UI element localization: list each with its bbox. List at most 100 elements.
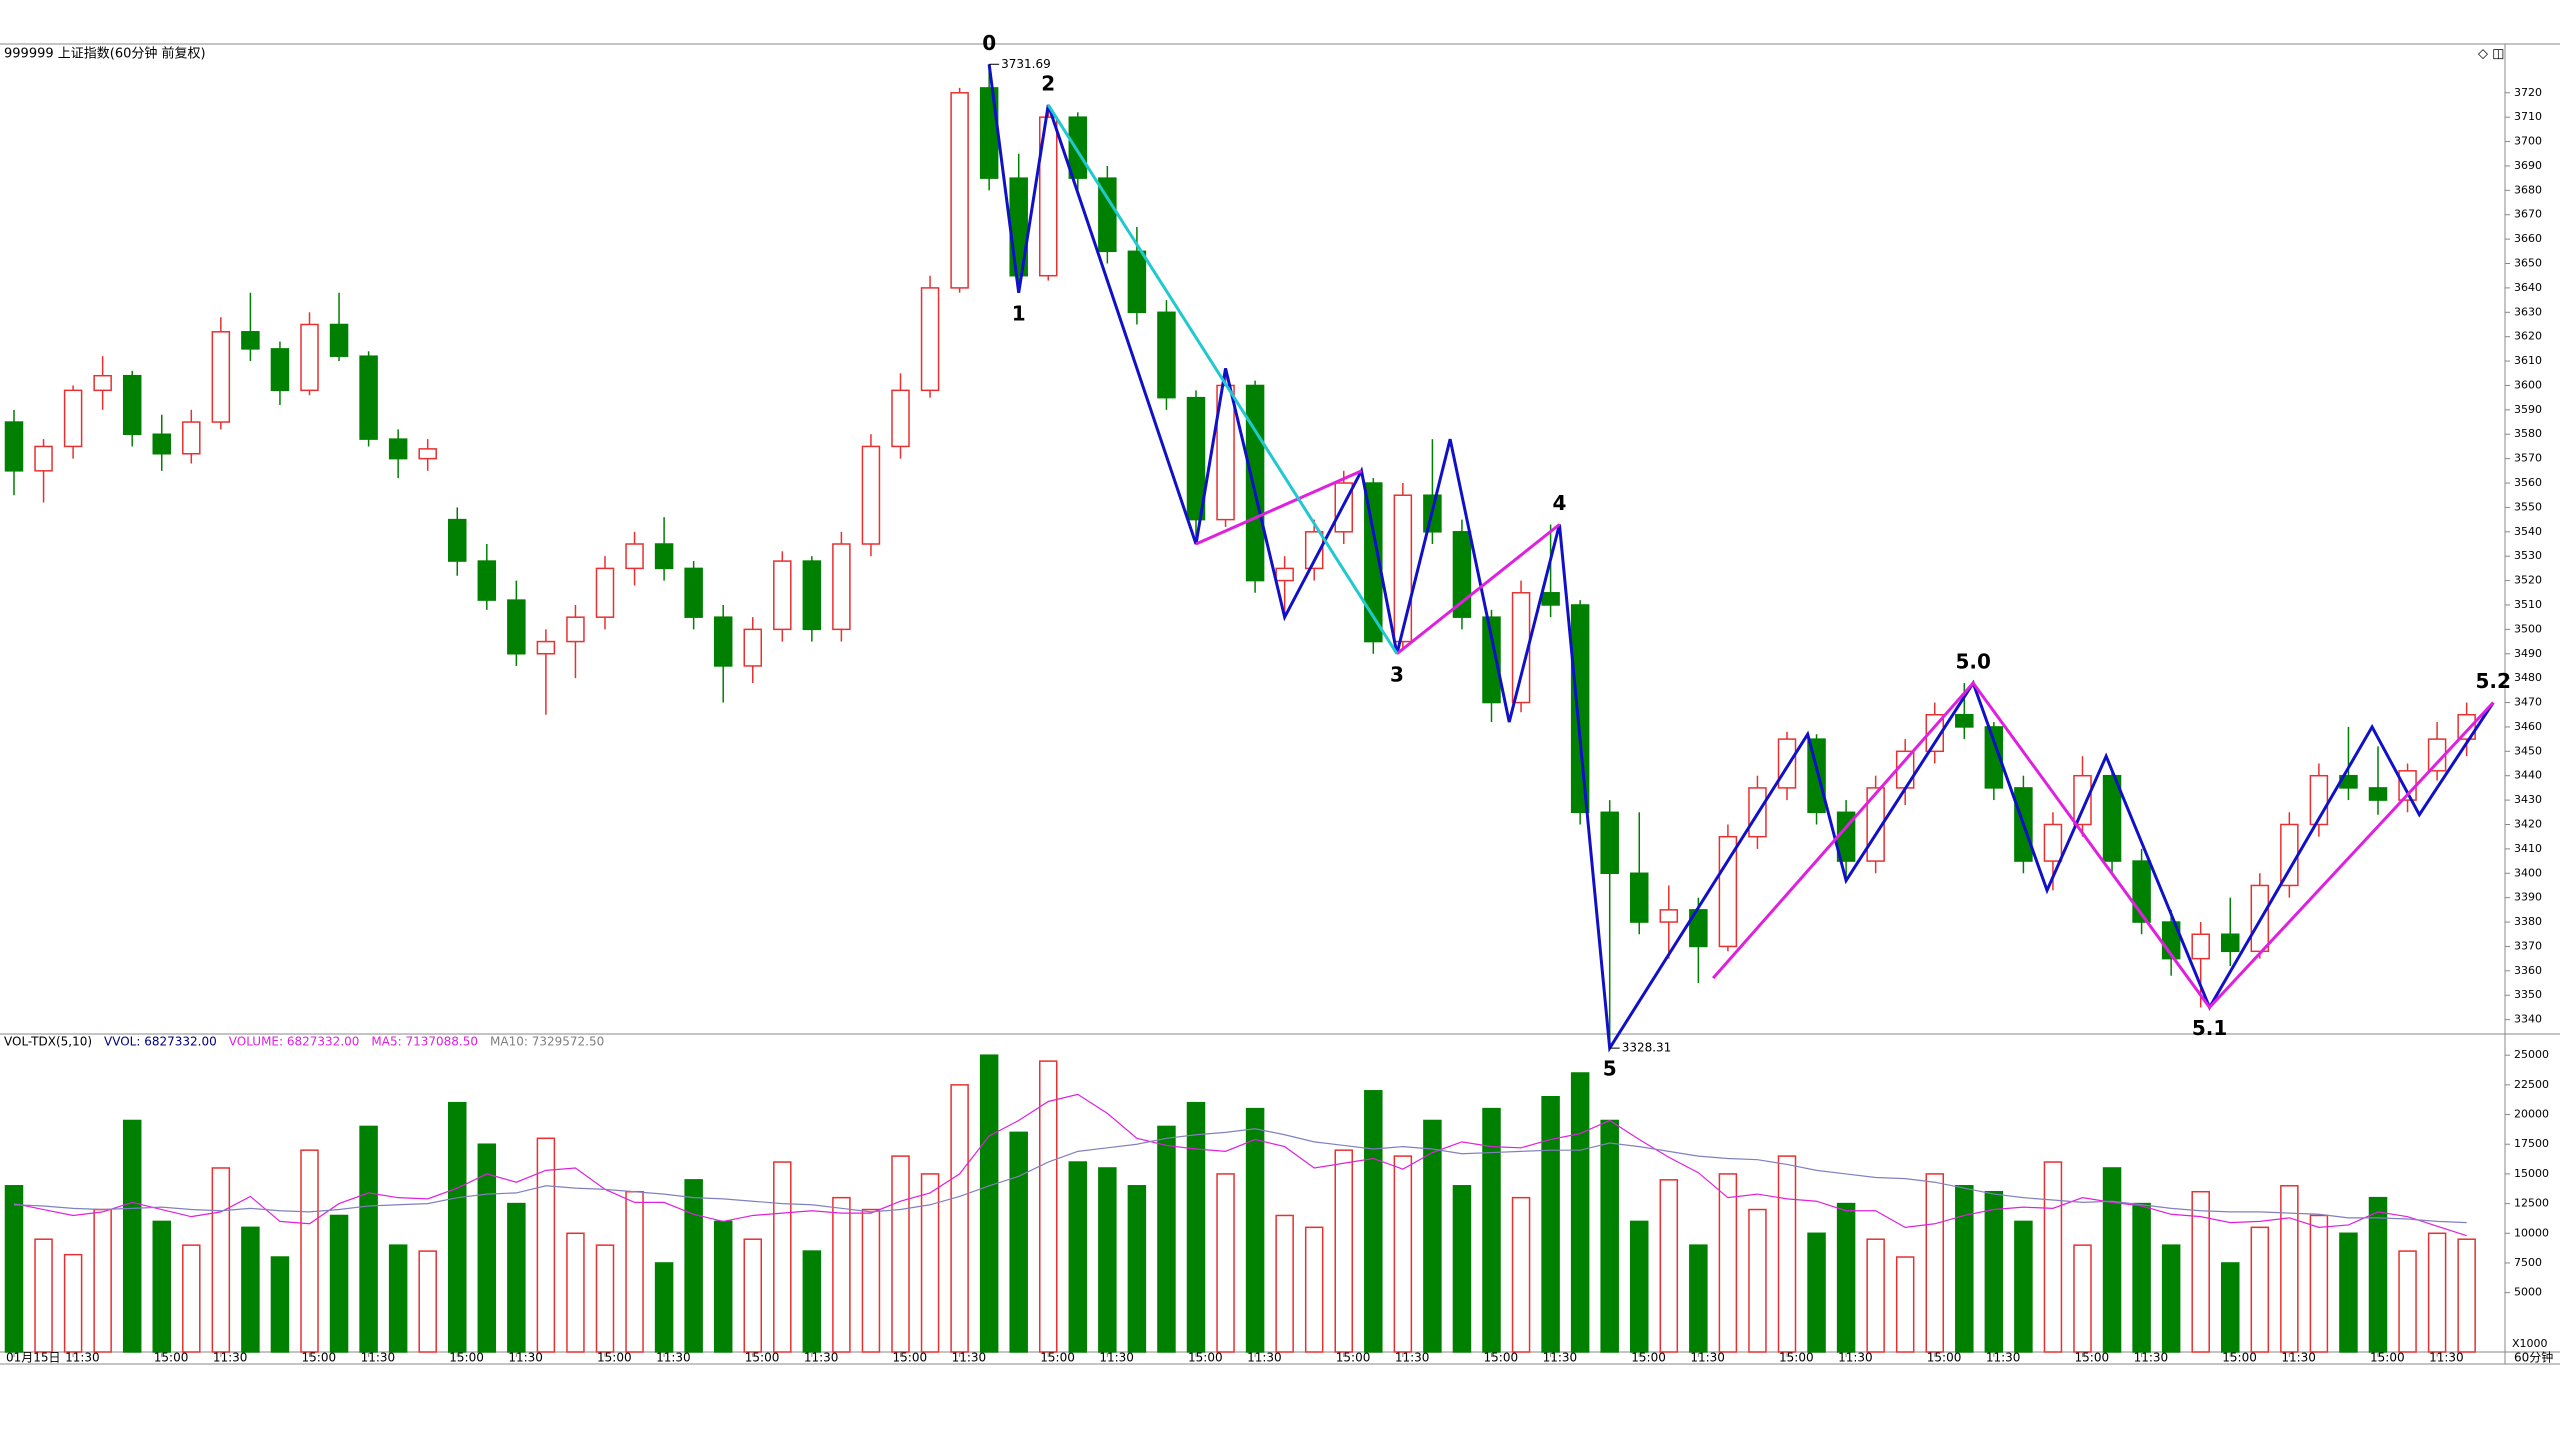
price-label: 3328.31 <box>1622 1041 1672 1055</box>
candle-body <box>241 331 260 350</box>
candle-body <box>950 92 969 289</box>
volume-bar <box>654 1262 674 1353</box>
y-tick-label: 7500 <box>2514 1256 2542 1269</box>
x-tick-label: 15:00 <box>302 1351 337 1365</box>
y-tick-label: 3340 <box>2514 1013 2542 1026</box>
candle-body <box>1275 567 1294 582</box>
candle-body <box>1984 726 2004 789</box>
volume-bar <box>122 1119 142 1353</box>
volume-bar <box>1186 1101 1206 1353</box>
y-tick-label: 3580 <box>2514 427 2542 440</box>
volume-bar <box>802 1250 822 1353</box>
x-tick-label: 15:00 <box>2222 1351 2257 1365</box>
volume-bar <box>1216 1173 1235 1353</box>
candle-body <box>2457 713 2476 740</box>
volume-bar <box>4 1185 24 1353</box>
y-tick-label: 3490 <box>2514 647 2542 660</box>
y-tick-label: 3700 <box>2514 135 2542 148</box>
candle-body <box>743 628 762 667</box>
y-tick-label: 3380 <box>2514 915 2542 928</box>
period-label: 60分钟 <box>2514 1350 2553 1365</box>
wave-line <box>1195 469 1363 546</box>
window-icons[interactable]: ◇ ◫ <box>2478 47 2504 62</box>
volume-bar <box>1009 1131 1028 1353</box>
candle-body <box>122 374 142 435</box>
candle-body <box>448 518 467 562</box>
volume-bar <box>1098 1167 1117 1353</box>
volume-title: VOL-TDX(5,10) <box>4 1035 92 1049</box>
volume-bar <box>2457 1238 2476 1353</box>
y-tick-label: 3630 <box>2514 305 2542 318</box>
volume-bar <box>773 1161 792 1353</box>
candle-body <box>1541 592 1560 606</box>
y-tick-label: 3720 <box>2514 86 2542 99</box>
wave-label: 4 <box>1553 491 1567 515</box>
y-tick-label: 15000 <box>2514 1167 2549 1180</box>
y-tick-label: 3660 <box>2514 232 2542 245</box>
y-tick-label: 5000 <box>2514 1286 2542 1299</box>
candle-body <box>1600 811 1619 875</box>
x-tick-label: 11:30 <box>1543 1351 1578 1365</box>
y-tick-label: 3430 <box>2514 793 2542 806</box>
y-tick-label: 3470 <box>2514 696 2542 709</box>
x-tick-label: 15:00 <box>1779 1351 1814 1365</box>
x-tick-label: 15:00 <box>154 1351 189 1365</box>
x-tick-label: 11:30 <box>2134 1351 2169 1365</box>
candle-body <box>625 543 644 570</box>
candle-body <box>2073 774 2092 826</box>
candle-body <box>802 560 822 631</box>
volume-bar <box>1452 1185 1472 1353</box>
volume-bar <box>300 1149 319 1353</box>
candle-body <box>861 445 881 545</box>
y-tick-label: 17500 <box>2514 1137 2549 1150</box>
y-tick-label: 3600 <box>2514 378 2542 391</box>
volume-bar <box>832 1196 851 1353</box>
candle-body <box>536 640 556 655</box>
x-tick-label: 15:00 <box>2370 1351 2405 1365</box>
volume-bar <box>2398 1250 2417 1353</box>
x-tick-label: 11:30 <box>1395 1351 1430 1365</box>
volume-bar <box>2102 1167 2122 1353</box>
y-tick-label: 3710 <box>2514 110 2542 123</box>
y-tick-label: 3480 <box>2514 671 2542 684</box>
wave-label: 3 <box>1390 662 1404 686</box>
candle-body <box>1659 909 1679 923</box>
y-tick-label: 3510 <box>2514 598 2542 611</box>
candle-body <box>2102 774 2122 862</box>
volume-bar <box>1895 1256 1915 1353</box>
y-tick-label: 10000 <box>2514 1226 2549 1239</box>
y-tick-label: 3670 <box>2514 208 2542 221</box>
x-tick-label: 11:30 <box>1099 1351 1134 1365</box>
volume-bar <box>2339 1232 2358 1353</box>
candle-body <box>2191 933 2210 960</box>
volume-bar <box>448 1101 467 1353</box>
volume-bar <box>1570 1072 1590 1353</box>
candle-body <box>1452 531 1472 618</box>
volume-bar <box>418 1250 437 1353</box>
volume-bar <box>1541 1095 1560 1353</box>
volume-bar <box>329 1214 349 1353</box>
candle-body <box>1570 604 1590 814</box>
volume-bar <box>477 1143 497 1353</box>
x-tick-label: 11:30 <box>2429 1351 2464 1365</box>
y-tick-label: 22500 <box>2514 1078 2549 1091</box>
y-tick-label: 3680 <box>2514 183 2542 196</box>
y-tick-label: 3570 <box>2514 452 2542 465</box>
y-tick-label: 3410 <box>2514 842 2542 855</box>
x-tick-label: 15:00 <box>1336 1351 1371 1365</box>
candle-body <box>566 616 585 643</box>
volume-bar <box>1748 1208 1767 1353</box>
candle-body <box>1895 750 1915 789</box>
y-tick-label: 3590 <box>2514 403 2542 416</box>
wave-label: 2 <box>1041 71 1055 95</box>
volume-bar <box>241 1226 260 1353</box>
candle-body <box>1186 396 1206 521</box>
y-tick-label: 3650 <box>2514 257 2542 270</box>
candle-body <box>4 421 24 472</box>
x-tick-label: 15:00 <box>745 1351 780 1365</box>
y-tick-label: 3350 <box>2514 988 2542 1001</box>
y-tick-label: 3460 <box>2514 720 2542 733</box>
legend-entry: VOLUME: 6827332.00 <box>229 1035 360 1049</box>
candle-body <box>1777 738 1797 789</box>
